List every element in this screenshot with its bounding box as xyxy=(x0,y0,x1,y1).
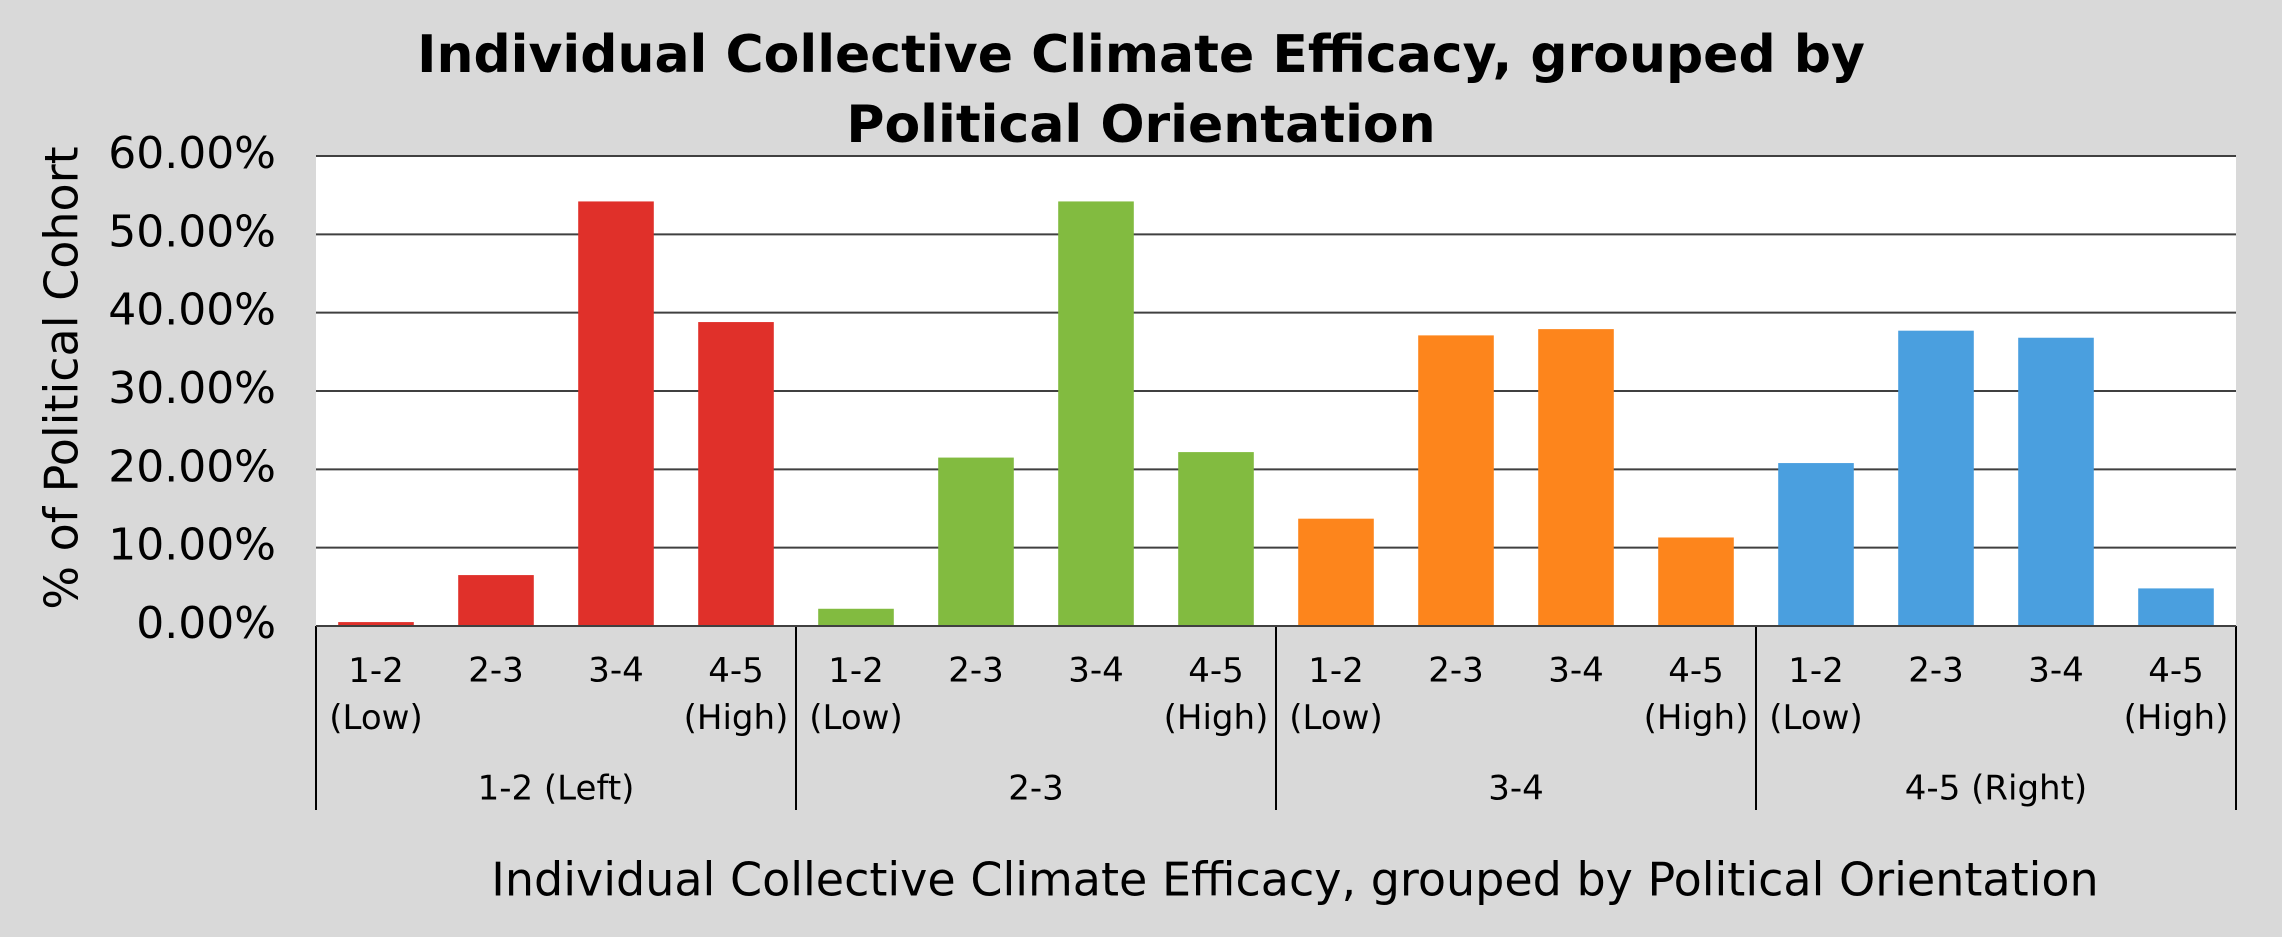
bar xyxy=(1418,335,1494,626)
chart-title: Individual Collective Climate Efficacy, … xyxy=(417,25,1865,155)
x-tick-label: 2-3 xyxy=(1428,651,1484,691)
x-tick-label: 3-4 xyxy=(588,651,644,691)
bar xyxy=(818,608,894,626)
bar xyxy=(1538,329,1614,626)
x-tick-label: 3-4 xyxy=(1068,651,1124,691)
x-tick-label: 2-3 xyxy=(948,651,1004,691)
y-tick-label: 30.00% xyxy=(108,363,276,414)
bar xyxy=(458,575,534,626)
x-tick-label: 1-2 (Low) xyxy=(1289,651,1382,738)
bar xyxy=(1058,201,1134,626)
x-tick-label: 3-4 xyxy=(1548,651,1604,691)
bar xyxy=(2018,337,2094,626)
x-axis-title: Individual Collective Climate Efficacy, … xyxy=(491,853,2098,907)
bar xyxy=(1658,537,1734,626)
bar xyxy=(578,201,654,626)
group-label: 2-3 xyxy=(1008,769,1064,809)
x-tick-label: 4-5 (High) xyxy=(2124,651,2229,738)
x-tick-label: 2-3 xyxy=(1908,651,1964,691)
x-tick-label: 4-5 (High) xyxy=(1164,651,1269,738)
y-tick-label: 60.00% xyxy=(108,128,276,179)
y-tick-label: 0.00% xyxy=(136,598,276,649)
bar xyxy=(338,622,414,626)
bar xyxy=(1298,518,1374,626)
bar xyxy=(698,322,774,626)
y-tick-label: 10.00% xyxy=(108,520,276,571)
x-tick-label: 1-2 (Low) xyxy=(329,651,422,738)
bar xyxy=(1178,452,1254,626)
x-tick-label: 2-3 xyxy=(468,651,524,691)
x-tick-label: 4-5 (High) xyxy=(684,651,789,738)
x-tick-label: 3-4 xyxy=(2028,651,2084,691)
bar xyxy=(938,457,1014,626)
y-tick-label: 50.00% xyxy=(108,206,276,257)
group-label: 1-2 (Left) xyxy=(478,769,635,809)
y-axis-title: % of Political Cohort xyxy=(35,146,89,609)
group-label: 3-4 xyxy=(1488,769,1544,809)
bar xyxy=(2138,588,2214,626)
y-tick-label: 20.00% xyxy=(108,441,276,492)
group-label: 4-5 (Right) xyxy=(1905,769,2087,809)
bar xyxy=(1898,330,1974,626)
bar xyxy=(1778,463,1854,626)
x-tick-label: 1-2 (Low) xyxy=(1769,651,1862,738)
x-tick-label: 1-2 (Low) xyxy=(809,651,902,738)
x-tick-label: 4-5 (High) xyxy=(1644,651,1749,738)
y-tick-label: 40.00% xyxy=(108,285,276,336)
